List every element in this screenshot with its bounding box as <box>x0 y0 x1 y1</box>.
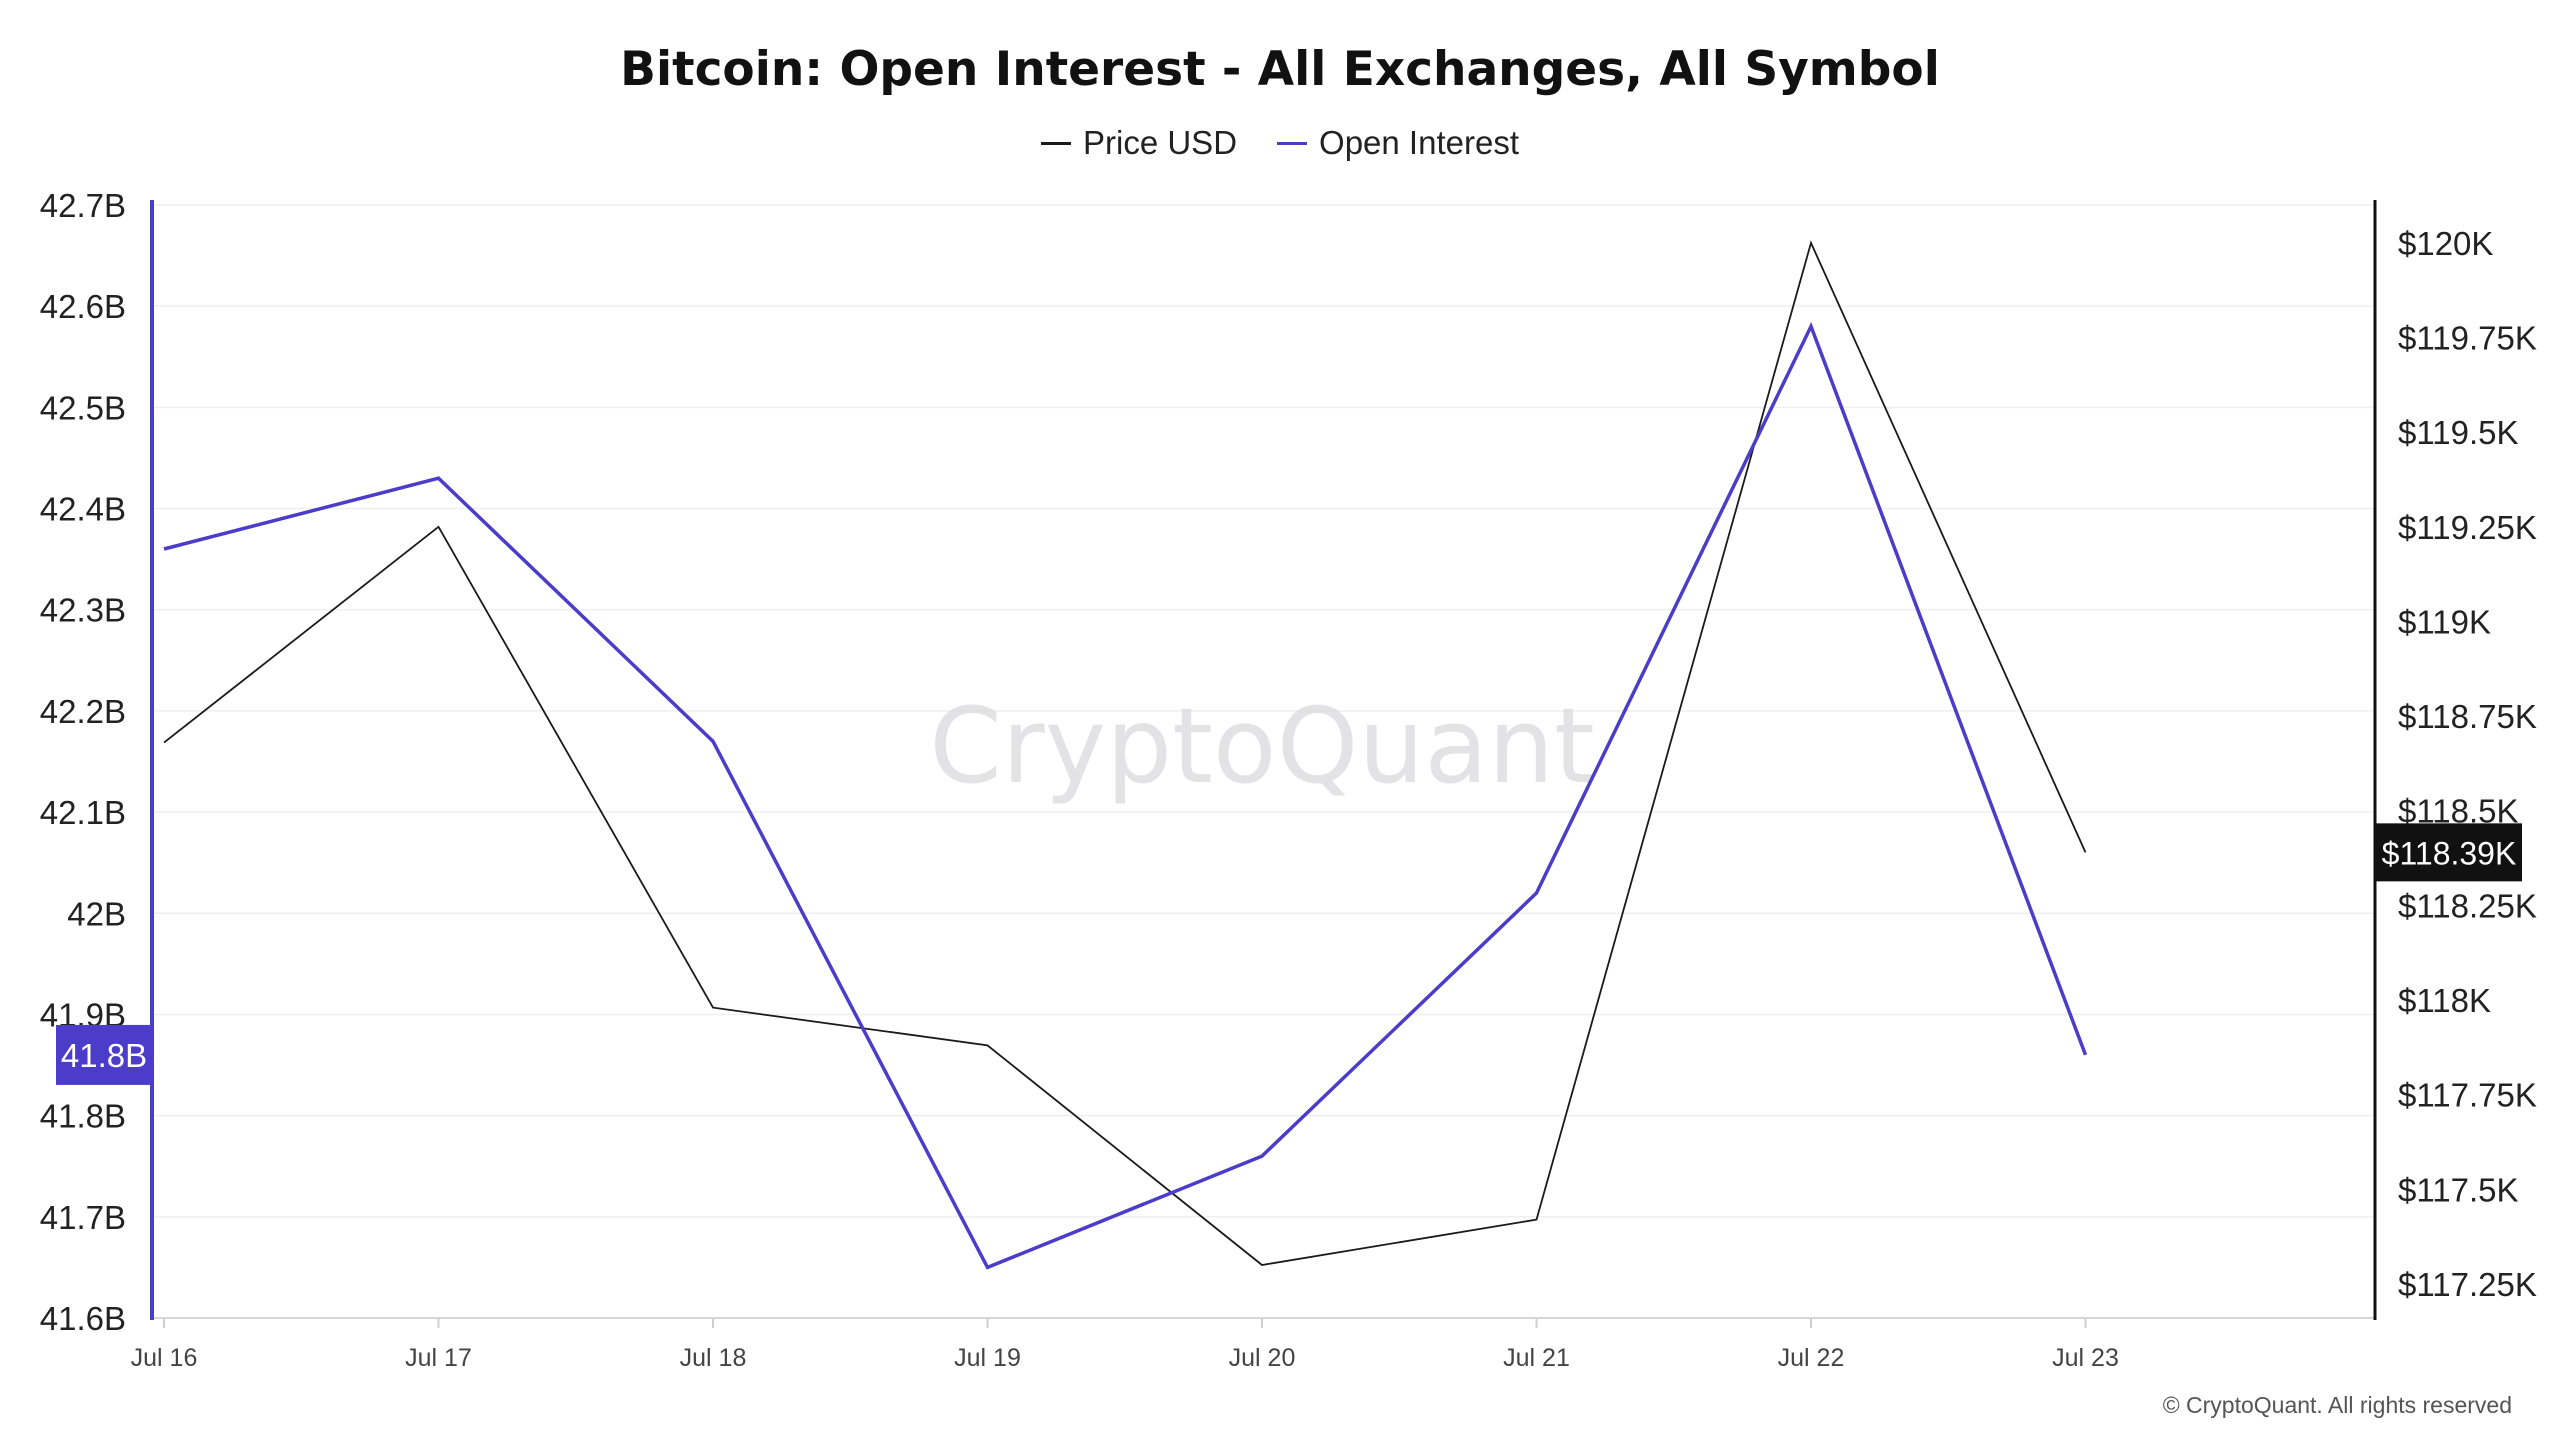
x-tick-label: Jul 23 <box>2052 1344 2119 1372</box>
current-open-interest-label: 41.8B <box>61 1037 147 1074</box>
x-tick-label: Jul 21 <box>1503 1344 1570 1372</box>
chart-title: Bitcoin: Open Interest - All Exchanges, … <box>620 42 1940 97</box>
y-left-tick-label: 41.6B <box>40 1300 126 1337</box>
legend: Price USD Open Interest <box>0 124 2560 162</box>
current-open-interest-badge <box>56 1024 152 1085</box>
y-right-tick-label: $119.25K <box>2398 509 2537 546</box>
y-left-tick-label: 42.6B <box>40 288 126 325</box>
grid-lines <box>152 204 2375 1319</box>
x-tick-label: Jul 17 <box>405 1344 472 1372</box>
y-right-tick-label: $118.25K <box>2398 887 2537 924</box>
copyright-notice: © CryptoQuant. All rights reserved <box>2162 1392 2512 1418</box>
y-left-tick-label: 42B <box>67 895 126 932</box>
y-left-tick-label: 41.8B <box>40 1098 126 1135</box>
y-right-tick-label: $120K <box>2398 225 2493 262</box>
current-price-label: $118.39K <box>2382 835 2517 871</box>
x-tick-label: Jul 20 <box>1229 1344 1296 1372</box>
y-left-tick-label: 42.5B <box>40 389 126 426</box>
y-right-tick-label: $117.5K <box>2398 1171 2519 1208</box>
legend-swatch-open-interest <box>1277 141 1308 145</box>
current-price-badge <box>2376 823 2522 882</box>
y-right-tick-label: $117.25K <box>2398 1266 2537 1303</box>
watermark-text: CryptoQuant <box>929 685 1595 807</box>
y-left-tick-label: 42.2B <box>40 693 126 730</box>
y-right-tick-label: $119K <box>2398 603 2491 640</box>
legend-label-open-interest: Open Interest <box>1319 124 1519 161</box>
series-line-price[interactable] <box>163 240 2087 1266</box>
y-left-tick-label: 41.7B <box>40 1199 126 1236</box>
legend-item-price[interactable]: Price USD <box>1041 124 1237 162</box>
y-left-tick-label: 42.7B <box>40 187 126 224</box>
y-left-tick-label: 42.1B <box>40 794 126 831</box>
legend-item-open-interest[interactable]: Open Interest <box>1277 124 1519 162</box>
x-tick-label: Jul 16 <box>131 1344 198 1372</box>
y-right-tick-label: $119.5K <box>2398 414 2519 451</box>
x-tick-label: Jul 22 <box>1778 1344 1845 1372</box>
x-tick-label: Jul 19 <box>954 1344 1021 1372</box>
y-right-tick-label: $119.75K <box>2398 320 2537 357</box>
legend-swatch-price <box>1041 141 1071 145</box>
legend-label-price: Price USD <box>1083 124 1238 161</box>
series-lines <box>163 240 2088 1270</box>
y-right-tick-label: $117.75K <box>2398 1077 2537 1114</box>
y-left-tick-label: 42.4B <box>40 491 126 528</box>
axes <box>150 200 2377 1328</box>
current-value-badges: 41.8B $118.39K <box>56 823 2522 1085</box>
y-right-tick-label: $118K <box>2398 982 2491 1019</box>
x-tick-label: Jul 18 <box>680 1344 747 1372</box>
series-line-open-interest[interactable] <box>163 321 2088 1270</box>
y-right-tick-label: $118.75K <box>2398 698 2537 735</box>
tick-labels: 42.7B42.6B42.5B42.4B42.3B42.2B42.1B42B41… <box>40 187 2537 1372</box>
y-left-tick-label: 42.3B <box>40 592 126 629</box>
